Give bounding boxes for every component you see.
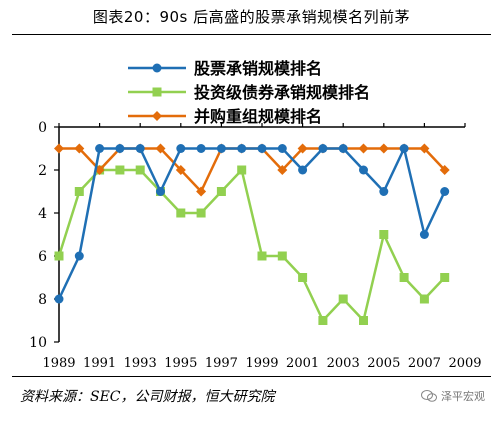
y-tick-label: 2 xyxy=(38,163,47,179)
series-2-point-7 xyxy=(196,186,207,197)
x-tick-label: 1999 xyxy=(245,356,278,371)
y-tick-label: 8 xyxy=(38,292,47,308)
series-2-point-0 xyxy=(54,143,64,154)
series-0-point-2 xyxy=(95,144,105,153)
series-0-point-6 xyxy=(176,144,186,153)
series-1-point-15 xyxy=(359,316,368,325)
series-0-point-3 xyxy=(115,144,125,153)
series-0-point-4 xyxy=(135,144,145,153)
series-1-point-6 xyxy=(176,208,186,218)
series-0-point-5 xyxy=(156,187,165,196)
legend-marker-2 xyxy=(152,111,162,121)
series-1-point-13 xyxy=(318,316,328,325)
series-2-point-11 xyxy=(277,165,288,175)
series-0-point-9 xyxy=(237,144,247,153)
series-0-point-18 xyxy=(419,230,429,239)
x-tick-label: 2005 xyxy=(367,356,400,371)
series-0-point-14 xyxy=(338,144,348,153)
legend-label-1: 投资级债券承销规模排名 xyxy=(194,83,370,102)
series-1-point-18 xyxy=(419,294,429,304)
series-1-point-16 xyxy=(379,230,389,239)
series-0-point-15 xyxy=(359,165,368,175)
legend-marker-1 xyxy=(152,87,162,97)
chart-title: 图表20：90s 后高盛的股票承销规模名列前茅 xyxy=(92,8,411,26)
axes: 0 2 4 6 8 10 1989 1991 1993 1995 1997 1999 2001 2003 2… xyxy=(29,120,481,371)
series-1-point-10 xyxy=(257,251,267,261)
top-rule xyxy=(12,34,491,35)
x-tick-label: 2001 xyxy=(286,356,319,371)
legend-label-2: 并购重组规模排名 xyxy=(194,107,322,126)
y-tick-label: 0 xyxy=(38,120,47,136)
watermark: 泽平宏观 xyxy=(421,388,485,404)
series-1-point-0 xyxy=(54,251,64,261)
series-2-point-1 xyxy=(74,143,85,154)
x-tick-label: 2007 xyxy=(408,356,441,371)
legend-label-0: 股票承销规模排名 xyxy=(194,59,322,78)
y-tick-label: 6 xyxy=(38,249,47,265)
series-1-point-17 xyxy=(399,273,409,282)
series-1-point-4 xyxy=(135,165,145,175)
source-note: 资料来源：SEC，公司财报，恒大研究院 xyxy=(20,389,275,405)
x-tick-label: 1993 xyxy=(124,356,157,371)
x-tick-label: 1989 xyxy=(42,356,75,371)
x-tick-label: 2009 xyxy=(448,356,481,371)
x-tick-label: 2003 xyxy=(327,356,360,371)
legend-marker-0 xyxy=(152,63,162,73)
series-2-point-5 xyxy=(155,143,166,154)
series-1-point-8 xyxy=(216,187,226,196)
x-tick-label: 1991 xyxy=(83,356,116,371)
watermark-text: 泽平宏观 xyxy=(441,390,485,403)
series-1-point-19 xyxy=(440,273,450,282)
series-2-point-16 xyxy=(378,143,389,154)
series-0-point-11 xyxy=(277,144,287,153)
series-1-point-9 xyxy=(237,165,247,175)
series-2-point-18 xyxy=(419,143,430,154)
series-1-point-12 xyxy=(298,273,308,282)
series-2-point-12 xyxy=(297,143,308,154)
series-0-point-8 xyxy=(216,144,226,153)
x-tick-label: 1995 xyxy=(164,356,197,371)
series-0-point-17 xyxy=(399,144,409,153)
series-0-point-7 xyxy=(196,144,206,153)
series-1-point-11 xyxy=(277,251,287,261)
series-0-point-13 xyxy=(318,144,328,153)
series-2-point-6 xyxy=(175,165,186,175)
series-group xyxy=(54,143,450,325)
series-0-point-19 xyxy=(440,187,450,196)
x-tick-label: 1997 xyxy=(205,356,238,371)
series-0-point-16 xyxy=(379,187,389,196)
wechat-icon xyxy=(421,390,437,402)
bottom-rule xyxy=(12,376,491,377)
series-0-point-0 xyxy=(54,294,64,304)
series-1-point-3 xyxy=(115,165,125,175)
series-2-point-15 xyxy=(358,143,369,154)
y-tick-label: 4 xyxy=(38,206,47,222)
series-1-point-7 xyxy=(196,208,206,218)
y-tick-label: 10 xyxy=(29,335,47,351)
series-1-point-14 xyxy=(338,294,348,304)
series-0-point-12 xyxy=(298,165,308,175)
series-2-point-19 xyxy=(439,165,450,175)
series-0-point-1 xyxy=(74,251,84,261)
series-1-point-1 xyxy=(74,187,84,196)
series-0-point-10 xyxy=(257,144,267,153)
